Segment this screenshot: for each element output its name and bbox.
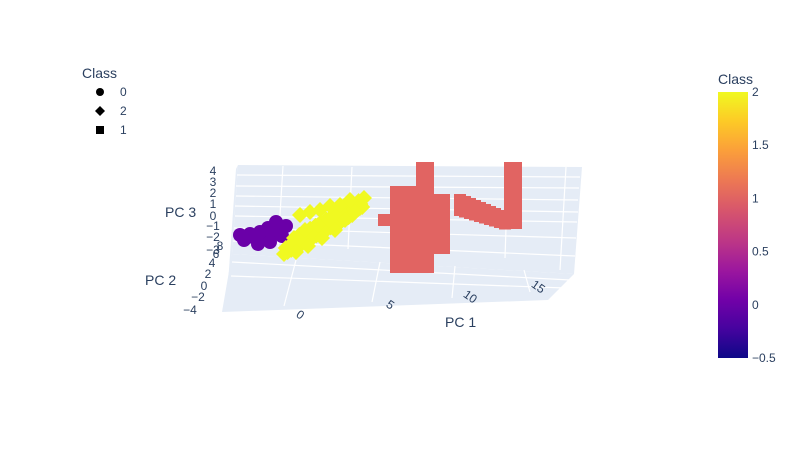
class-2-marker xyxy=(327,222,343,238)
z-tick-label: 3 xyxy=(210,175,217,189)
class-2-marker xyxy=(297,222,313,238)
colorbar-tick-label: 2 xyxy=(752,85,759,99)
colorbar-tick-label: 1 xyxy=(752,191,759,205)
data-markers[interactable] xyxy=(233,162,522,273)
x-tick-label: 0 xyxy=(294,307,308,322)
y-tick-label: 4 xyxy=(209,256,216,270)
z-tick-label: 2 xyxy=(210,186,217,200)
legend-item-2[interactable]: 2 xyxy=(95,104,127,118)
class-2-marker xyxy=(337,212,353,228)
colorbar-gradient xyxy=(718,92,748,358)
legend-title: Class xyxy=(82,65,117,81)
circle-symbol-icon xyxy=(96,88,104,96)
class-0-marker xyxy=(263,235,277,249)
z-tick-label: −3 xyxy=(206,243,220,257)
legend-item-1[interactable]: 1 xyxy=(96,123,127,137)
class-2-marker xyxy=(288,244,304,260)
y-tick-label: 0 xyxy=(201,279,208,293)
z-tick-label: −1 xyxy=(206,219,220,233)
colorbar-ticks: 2 1.5 1 0.5 0 −0.5 xyxy=(752,85,776,365)
x-axis-title: PC 1 xyxy=(445,314,476,330)
z-tick-label: −2 xyxy=(206,230,220,244)
class-1-marker xyxy=(438,242,450,254)
class-1-marker xyxy=(422,261,434,273)
colorbar-tick-label: 0.5 xyxy=(752,245,769,259)
legend[interactable]: Class 0 2 1 xyxy=(82,65,127,137)
gridline xyxy=(230,275,566,289)
gridline xyxy=(451,265,456,299)
class-2-marker xyxy=(347,204,363,220)
legend-item-0[interactable]: 0 xyxy=(96,85,127,99)
class-2-marker xyxy=(314,230,330,246)
y-axis-title: PC 2 xyxy=(145,272,176,288)
gridline xyxy=(523,269,531,293)
y-tick-label: 2 xyxy=(205,267,212,281)
class-1-marker xyxy=(386,214,398,226)
z-tick-label: 1 xyxy=(210,197,217,211)
gridline xyxy=(236,174,581,178)
diamond-symbol-icon xyxy=(95,106,105,116)
class-0-marker xyxy=(237,233,251,247)
square-symbol-icon xyxy=(96,126,104,134)
y-tick-label: 8 xyxy=(217,239,224,253)
class-2-marker xyxy=(342,192,358,208)
colorbar-tick-label: 1.5 xyxy=(752,138,769,152)
y-tick-label: −4 xyxy=(183,303,197,317)
z-tick-label: 0 xyxy=(210,209,217,223)
colorbar-title: Class xyxy=(718,71,753,87)
y-tick-label: −2 xyxy=(191,290,205,304)
class-2-marker xyxy=(322,198,338,214)
z-axis-title: PC 3 xyxy=(165,204,196,220)
class-0-marker xyxy=(251,237,265,251)
class-1-marker xyxy=(510,217,522,229)
colorbar-tick-label: 0 xyxy=(752,298,759,312)
colorbar: Class 2 1.5 1 0.5 0 −0.5 xyxy=(718,71,776,365)
colorbar-tick-label: −0.5 xyxy=(752,351,776,365)
gridline xyxy=(283,259,297,307)
z-tick-label: 4 xyxy=(210,164,217,178)
legend-label-1: 1 xyxy=(120,123,127,137)
floor xyxy=(222,254,574,312)
legend-label-2: 2 xyxy=(120,104,127,118)
class-0-marker xyxy=(279,219,293,233)
gridline xyxy=(371,261,381,303)
legend-label-0: 0 xyxy=(120,85,127,99)
class-2-marker xyxy=(300,238,316,254)
y-tick-label: 6 xyxy=(213,247,220,261)
class-2-marker xyxy=(356,190,372,206)
class-2-marker xyxy=(310,217,326,233)
gridline xyxy=(559,166,567,271)
